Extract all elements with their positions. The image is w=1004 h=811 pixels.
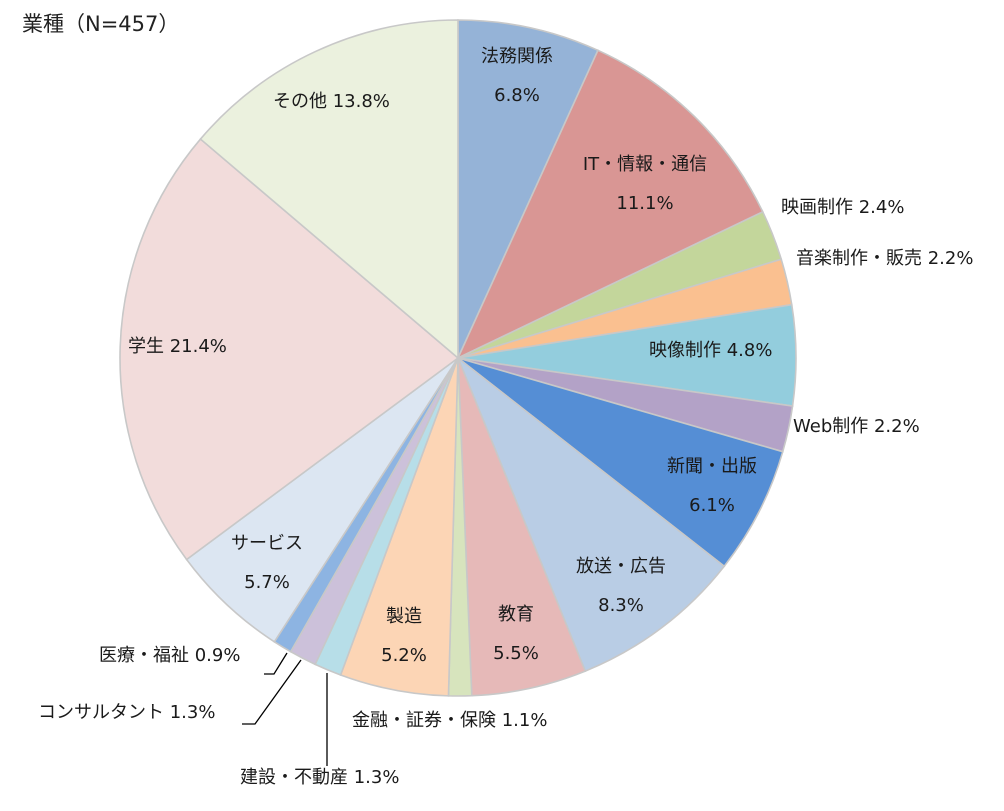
pie-slice xyxy=(456,355,726,673)
slice-label: Web制作 2.2% xyxy=(793,416,920,437)
leader-line xyxy=(264,652,288,675)
leader-line xyxy=(242,659,302,725)
pie-slices xyxy=(119,19,797,697)
slice-label: 製造 xyxy=(386,606,422,627)
slice-value-label: 6.8% xyxy=(494,85,540,106)
slice-label: 金融・証券・保険 1.1% xyxy=(352,710,547,731)
slice-value-label: 6.1% xyxy=(689,495,735,516)
slice-label: IT・情報・通信 xyxy=(583,154,707,175)
slice-label: 放送・広告 xyxy=(576,556,666,577)
slice-label: 医療・福祉 0.9% xyxy=(99,645,240,666)
slice-label: 学生 21.4% xyxy=(128,336,227,357)
pie-slice xyxy=(457,357,784,568)
slice-label: 音楽制作・販売 2.2% xyxy=(796,248,973,269)
slice-label: コンサルタント 1.3% xyxy=(38,702,215,723)
slice-label: その他 13.8% xyxy=(273,91,390,112)
slice-label: 新聞・出版 xyxy=(667,456,757,477)
slice-label: サービス xyxy=(231,533,303,554)
slice-labels: 法務関係 6.8% IT・情報・通信 11.1% 映画制作 2.4% 音楽制作・販売 2.… xyxy=(38,46,973,788)
slice-label: 映画制作 2.4% xyxy=(781,197,904,218)
slice-value-label: 11.1% xyxy=(616,193,673,214)
slice-label: 映像制作 4.8% xyxy=(649,340,772,361)
pie-slice xyxy=(456,49,764,360)
slice-label: 法務関係 xyxy=(481,46,553,67)
slice-value-label: 5.5% xyxy=(493,643,539,664)
leader-lines xyxy=(242,652,328,766)
slice-label: 教育 xyxy=(498,604,534,625)
pie-slice xyxy=(199,19,459,360)
slice-value-label: 5.7% xyxy=(244,572,290,593)
pie-slice xyxy=(119,137,460,561)
chart-title: 業種（N=457） xyxy=(22,12,180,36)
slice-label: 建設・不動産 1.3% xyxy=(240,767,399,788)
slice-value-label: 8.3% xyxy=(598,595,644,616)
pie-slice xyxy=(457,19,599,359)
slice-value-label: 5.2% xyxy=(381,645,427,666)
